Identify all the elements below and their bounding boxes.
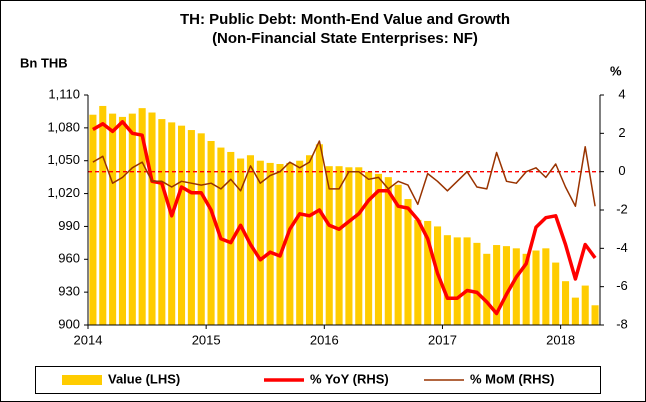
bar [355,167,363,325]
bar [365,171,373,325]
line-series [92,120,597,316]
bar [335,166,343,325]
bar [256,160,264,325]
y-axis-label: Bn THB [20,55,68,70]
y-tick-label: 1,050 [47,152,80,167]
bar [315,144,323,325]
bar [227,151,235,325]
bar [493,245,501,325]
y-tick-label: 990 [58,218,80,233]
legend-swatch [62,375,102,385]
bar [187,130,195,325]
y2-tick-label: -4 [616,240,628,255]
y2-tick-label: -2 [616,201,628,216]
y2-tick-label: 0 [618,163,625,178]
bar [473,242,481,325]
bar [207,141,215,325]
y-tick-label: 930 [58,284,80,299]
chart-title: TH: Public Debt: Month-End Value and Gro… [180,11,510,28]
bar [99,105,107,325]
x-tick-label: 2018 [546,332,575,347]
bar [502,246,511,325]
bar [561,281,570,325]
y-tick-label: 960 [58,251,80,266]
bar [345,167,353,325]
bar [158,119,166,325]
bar [414,219,422,325]
bar [89,114,97,325]
y2-tick-label: 2 [618,125,625,140]
x-tick-label: 2016 [310,332,339,347]
y2-tick-label: -8 [616,316,628,331]
bar [374,173,383,325]
bar [148,112,156,326]
bar [453,237,461,325]
bar [266,162,274,325]
bar [532,250,540,325]
bar [512,248,520,325]
bar [552,262,560,325]
legend-label: % YoY (RHS) [310,371,389,386]
y2-axis-label: % [610,63,622,78]
bar [581,285,589,325]
bar [325,166,333,325]
bar [394,184,402,325]
y2-tick-label: 4 [618,86,625,101]
bar [197,133,205,325]
x-tick-label: 2017 [428,332,457,347]
bar [177,125,186,326]
bar [522,253,530,325]
y-tick-label: 1,020 [47,185,80,200]
x-tick-label: 2014 [74,332,103,347]
y-tick-label: 1,110 [48,86,80,101]
bar [542,248,550,325]
bar [591,305,599,325]
legend-box [35,366,601,394]
bar [424,220,432,325]
bar [463,237,471,325]
y-tick-label: 900 [58,316,80,331]
line-series [92,140,596,207]
bar [118,116,127,326]
bar [246,155,255,325]
bar [296,160,304,325]
bar [128,113,136,325]
bar [138,108,146,326]
bar [237,158,245,325]
bar [168,122,176,325]
bar [305,155,314,325]
legend-label: % MoM (RHS) [470,371,555,386]
x-tick-label: 2015 [192,332,221,347]
y2-tick-label: -6 [616,278,628,293]
bar [571,297,579,325]
chart-subtitle: (Non-Financial State Enterprises: NF) [212,30,478,47]
bar [483,253,491,325]
bar [443,235,451,325]
bar [286,162,294,325]
bar [109,113,117,325]
bar [276,164,284,325]
y-tick-label: 1,080 [47,119,80,134]
bar [404,199,412,325]
bar [384,177,392,325]
legend-label: Value (LHS) [108,371,180,386]
